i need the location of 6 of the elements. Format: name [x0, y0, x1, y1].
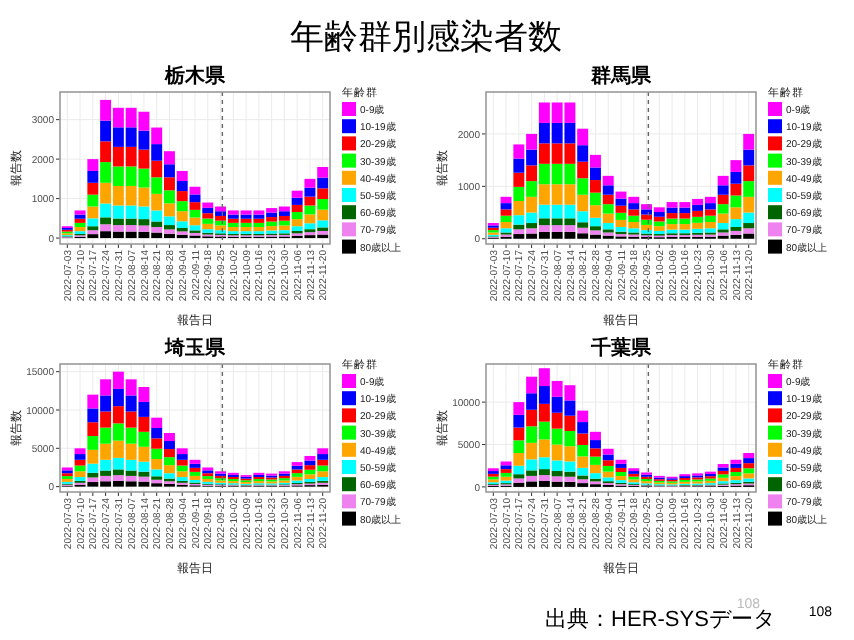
- source-note: 出典：HER-SYSデータ: [545, 606, 775, 632]
- chart-title: 群馬県: [589, 64, 653, 88]
- chart-title: 埼玉県: [163, 336, 227, 360]
- chart-title: 千葉県: [589, 336, 653, 360]
- chart-title: 栃木県: [163, 64, 227, 88]
- text: 年齢群別感染者数: [290, 18, 562, 56]
